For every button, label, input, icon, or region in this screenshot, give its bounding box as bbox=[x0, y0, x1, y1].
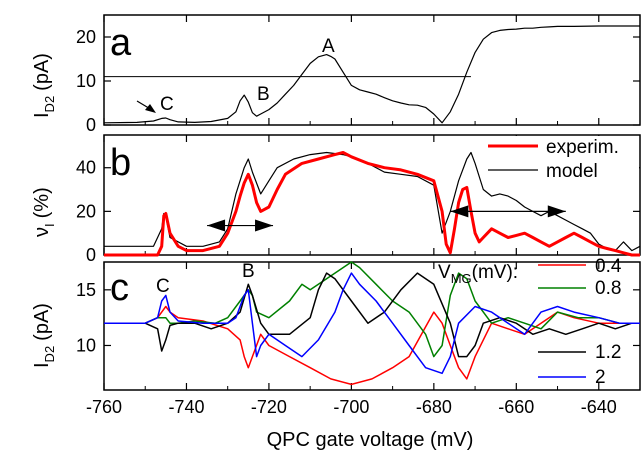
panel-c-annotation-c: C bbox=[156, 276, 170, 297]
panel-a-frame bbox=[103, 14, 641, 126]
panel-b-series-line-0 bbox=[104, 151, 640, 257]
panel-a-annotation-a: A bbox=[322, 36, 335, 57]
legend-label-model: model bbox=[546, 161, 598, 182]
xtick-label-2: -720 bbox=[251, 397, 287, 417]
panel-c-ytick-label-1: 15 bbox=[76, 280, 96, 300]
panel-a-annotation-b: B bbox=[257, 84, 270, 105]
panel-c-series-line-2 bbox=[104, 272, 640, 358]
panel-a-annotation-c: C bbox=[160, 94, 174, 115]
panel-c-ylabel-unit: (pA) bbox=[31, 303, 53, 341]
xtick-label-6: -640 bbox=[581, 397, 617, 417]
panel-b-letter: b bbox=[110, 142, 131, 184]
legend-label-experim: experim. bbox=[546, 137, 619, 158]
legend-title-main: V bbox=[438, 262, 451, 283]
panel-b-arrow-line-1 bbox=[450, 205, 566, 218]
panel-a-ytick-label-2: 20 bbox=[76, 27, 96, 47]
panel-c-ylabel-main: I bbox=[31, 362, 53, 368]
panel-b-arrow-line-0 bbox=[207, 219, 274, 232]
panel-b-ylabel: νI (%) bbox=[31, 187, 57, 237]
panel-b-ytick-label-0: 0 bbox=[86, 245, 96, 265]
panel-c-letter: c bbox=[110, 267, 129, 309]
svg-text:ID2(pA): ID2 (pA) bbox=[31, 303, 57, 368]
panel-c-series-line-1 bbox=[104, 261, 640, 358]
panel-b-ylabel-sub: I bbox=[42, 223, 57, 227]
panel-c-legend: VMG(mV): 0.4 0.8 1.2 2 bbox=[438, 256, 622, 388]
panel-c-series-line-0 bbox=[104, 305, 640, 386]
panel-c-ylabel-sub: D2 bbox=[42, 346, 57, 363]
panel-b-plot: 0 20 40 bbox=[76, 135, 641, 265]
panel-b-legend: experim. model bbox=[484, 136, 639, 182]
panel-a-arrow-c bbox=[136, 100, 156, 113]
panel-b-ytick-label-1: 20 bbox=[76, 201, 96, 221]
xtick-label-0: -760 bbox=[86, 397, 122, 417]
x-axis-title: QPC gate voltage (mV) bbox=[267, 429, 474, 451]
panel-c-plot: 10 15 -760 -740 -720 -700 -680 -660 -640 bbox=[76, 261, 641, 417]
legend-label-1-2: 1.2 bbox=[595, 342, 621, 363]
panel-a-ylabel-unit: (pA) bbox=[31, 53, 53, 91]
panel-c: c ID2 (pA) 10 15 -760 -740 -720 -700 -680 -660 -6… bbox=[31, 256, 641, 417]
panel-a-ytick-label-0: 0 bbox=[86, 115, 96, 135]
panel-b-ytick-label-2: 40 bbox=[76, 158, 96, 178]
legend-title-unit: (mV): bbox=[472, 262, 518, 283]
panel-a-ytick-label-1: 10 bbox=[76, 71, 96, 91]
panel-c-annotation-b: B bbox=[242, 261, 255, 282]
panel-c-ylabel: ID2 (pA) bbox=[31, 303, 57, 368]
panel-b-ylabel-main: ν bbox=[31, 227, 53, 237]
legend-title-sub: MG bbox=[451, 271, 472, 286]
svg-text:νI(%): νI (%) bbox=[31, 187, 57, 237]
panel-a-plot: 0 10 20 bbox=[76, 15, 641, 135]
panel-c-frame bbox=[103, 261, 641, 391]
panel-b-frame bbox=[103, 134, 641, 256]
xtick-label-3: -700 bbox=[333, 397, 369, 417]
panel-a-series-line-0 bbox=[103, 25, 640, 124]
panel-a-ylabel-sub: D2 bbox=[42, 96, 57, 113]
panel-a: a ID2 (pA) 0 10 20 A B C bbox=[31, 14, 641, 135]
panel-b-ylabel-unit: (%) bbox=[31, 187, 53, 218]
panel-b: b νI (%) 0 20 40 experim. model bbox=[31, 134, 641, 265]
legend-title: VMG(mV): bbox=[438, 262, 518, 286]
svg-text:ID2(pA): ID2 (pA) bbox=[31, 53, 57, 118]
legend-label-2: 2 bbox=[595, 367, 606, 388]
panel-c-series-line-3 bbox=[104, 272, 640, 375]
xtick-label-5: -660 bbox=[498, 397, 534, 417]
panel-c-ytick-label-0: 10 bbox=[76, 335, 96, 355]
legend-label-0-8: 0.8 bbox=[595, 278, 621, 299]
panel-a-ylabel: ID2 (pA) bbox=[31, 53, 57, 118]
xtick-label-4: -680 bbox=[416, 397, 452, 417]
panel-a-ylabel-main: I bbox=[31, 112, 53, 118]
xtick-label-1: -740 bbox=[168, 397, 204, 417]
panel-a-letter: a bbox=[110, 22, 132, 64]
legend-label-0-4: 0.4 bbox=[595, 256, 622, 277]
